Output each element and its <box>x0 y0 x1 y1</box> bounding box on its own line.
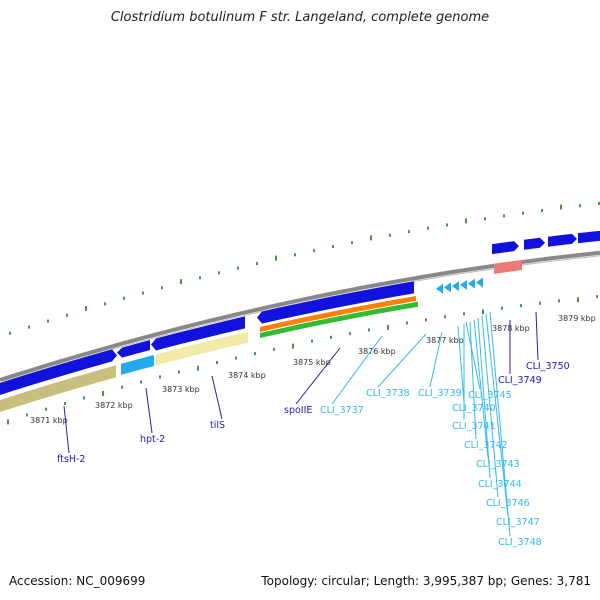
gene-leader-line <box>481 315 499 498</box>
gene-leader-line <box>331 335 383 405</box>
gene-label: tilS <box>210 420 225 431</box>
gene-label: ftsH-2 <box>57 454 85 465</box>
gene-block-green <box>260 301 418 338</box>
gene-leader-line <box>295 347 341 405</box>
genome-summary-text: Topology: circular; Length: 3,995,387 bp… <box>261 574 591 588</box>
gene-label: CLI_3748 <box>498 537 542 548</box>
gene-label: CLI_3739 <box>418 388 462 399</box>
cds-block <box>524 237 545 250</box>
gene-block-orange <box>260 296 416 332</box>
gene-label: CLI_3737 <box>320 405 364 416</box>
gene-label: CLI_3750 <box>526 361 570 372</box>
ruler-label: 3879 kbp <box>558 314 596 323</box>
gene-block-khaki <box>0 365 116 412</box>
gene-label: hpt-2 <box>140 434 165 445</box>
cds-small-arrow <box>452 281 459 292</box>
gene-label: CLI_3747 <box>496 517 540 528</box>
gene-leader-line <box>377 333 427 388</box>
gene-leader-line <box>485 313 509 517</box>
ruler-label: 3876 kbp <box>358 347 396 356</box>
gene-label: CLI_3740 <box>452 403 496 414</box>
map-title: Clostridium botulinum F str. Langeland, … <box>110 10 490 25</box>
gene-label: spoIIE <box>284 405 312 416</box>
gene-leader-line <box>477 317 491 479</box>
accession-text: Accession: NC_009699 <box>9 574 146 588</box>
gene-label: CLI_3743 <box>476 459 520 470</box>
cds-block <box>117 340 150 358</box>
gene-label: CLI_3746 <box>486 498 530 509</box>
cds-block <box>257 281 414 324</box>
gene-leader-line <box>489 311 511 537</box>
ruler-label: 3871 kbp <box>30 416 68 425</box>
gene-leader-line <box>63 405 70 454</box>
cds-small-arrow <box>460 279 467 290</box>
ruler-label: 3877 kbp <box>426 336 464 345</box>
gene-leader-line <box>535 311 539 361</box>
gene-label: CLI_3744 <box>478 479 522 490</box>
cds-block <box>151 316 245 351</box>
cds-small-arrow <box>436 283 443 294</box>
cds-block <box>492 241 519 255</box>
gene-block-pink <box>494 260 522 274</box>
gene-leader-line <box>145 387 153 434</box>
gene-leader-line <box>211 375 223 420</box>
cds-small-arrow <box>444 282 451 293</box>
gene-label: CLI_3745 <box>468 390 512 401</box>
gene-label: CLI_3742 <box>464 440 508 451</box>
cds-block <box>548 233 577 247</box>
ruler-label: 3872 kbp <box>95 401 133 410</box>
gene-block-cyan <box>121 354 154 375</box>
cds-block <box>0 349 117 395</box>
gene-leader-line <box>465 321 481 390</box>
ruler-label: 3875 kbp <box>293 358 331 367</box>
gene-label: CLI_3738 <box>366 388 410 399</box>
gene-leader-line <box>473 319 489 459</box>
cds-small-arrow <box>468 278 475 289</box>
gene-label: CLI_3749 <box>498 375 542 386</box>
cds-small-arrow <box>476 277 483 288</box>
ruler-label: 3873 kbp <box>162 385 200 394</box>
ruler-label: 3878 kbp <box>492 324 530 333</box>
gene-leader-line <box>429 331 443 388</box>
gene-block-yellow <box>156 331 248 366</box>
gene-leader-line <box>457 325 465 403</box>
gene-leader-line <box>469 321 477 440</box>
ruler-label: 3874 kbp <box>228 371 266 380</box>
gene-label: CLI_3741 <box>452 421 496 432</box>
cds-block <box>578 230 600 244</box>
